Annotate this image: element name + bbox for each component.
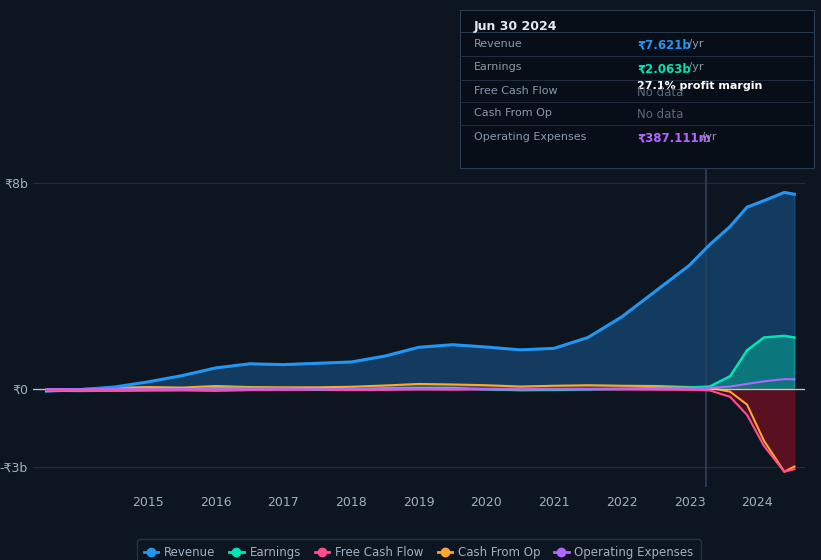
Text: Free Cash Flow: Free Cash Flow: [474, 86, 557, 96]
Text: ₹2.063b: ₹2.063b: [637, 62, 690, 75]
Text: Jun 30 2024: Jun 30 2024: [474, 20, 557, 32]
Legend: Revenue, Earnings, Free Cash Flow, Cash From Op, Operating Expenses: Revenue, Earnings, Free Cash Flow, Cash …: [136, 539, 701, 560]
Text: Operating Expenses: Operating Expenses: [474, 132, 586, 142]
Text: Cash From Op: Cash From Op: [474, 108, 552, 118]
Text: No data: No data: [637, 86, 683, 99]
Text: ₹7.621b: ₹7.621b: [637, 39, 690, 52]
Text: No data: No data: [637, 108, 683, 121]
Text: 27.1% profit margin: 27.1% profit margin: [637, 81, 763, 91]
Text: /yr: /yr: [686, 62, 704, 72]
Text: /yr: /yr: [698, 132, 717, 142]
Text: Earnings: Earnings: [474, 62, 522, 72]
Text: ₹387.111m: ₹387.111m: [637, 132, 711, 144]
Text: Revenue: Revenue: [474, 39, 523, 49]
Text: /yr: /yr: [686, 39, 704, 49]
